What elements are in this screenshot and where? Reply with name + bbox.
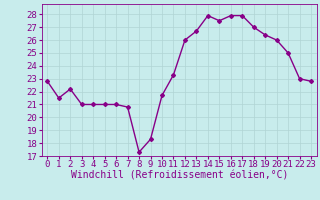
X-axis label: Windchill (Refroidissement éolien,°C): Windchill (Refroidissement éolien,°C) xyxy=(70,171,288,181)
